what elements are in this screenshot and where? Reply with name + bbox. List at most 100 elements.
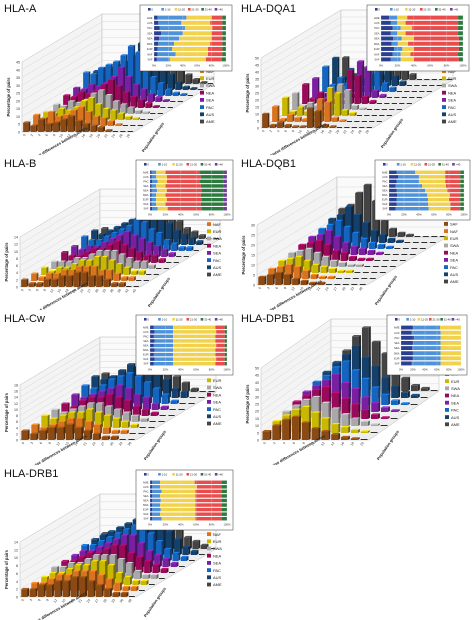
x-tick-label: 28 <box>126 133 132 138</box>
bar-top <box>114 396 124 398</box>
bar <box>166 223 172 245</box>
bar-top <box>302 398 311 401</box>
bar <box>350 438 358 440</box>
x-tick-label: 12 <box>66 133 72 138</box>
bar-top <box>122 528 131 530</box>
bar <box>43 112 49 120</box>
bar <box>131 415 138 422</box>
inset-segment <box>166 188 202 193</box>
bar <box>21 589 28 597</box>
inset-legend-swatch <box>450 8 453 11</box>
bar-top <box>81 543 90 546</box>
x-tick-label: 36 <box>109 288 115 293</box>
x-tick-label: 12 <box>56 441 62 446</box>
bar-side <box>93 579 96 597</box>
bar <box>314 111 320 128</box>
bar-top <box>68 100 76 102</box>
x-tick-label: 4 <box>276 129 280 133</box>
bar-top <box>78 91 86 93</box>
bar-top <box>106 536 114 538</box>
bar-top <box>115 84 123 87</box>
bar <box>152 106 158 108</box>
bar-top <box>118 369 127 371</box>
bar <box>41 577 48 585</box>
bar-top <box>78 259 86 261</box>
bar-side <box>130 75 133 102</box>
x-tick-label: 16 <box>340 441 346 446</box>
bar-top <box>397 231 406 233</box>
bar-side <box>383 243 386 249</box>
bar <box>57 427 64 440</box>
bar-top <box>155 96 163 98</box>
legend-label: PAC <box>206 105 214 110</box>
bar-top <box>353 213 362 215</box>
inset-row-label: NAF <box>147 52 153 56</box>
bar <box>121 277 127 281</box>
legend-label: SAF <box>450 222 458 227</box>
bar-top <box>295 255 304 257</box>
bar-side <box>176 399 179 404</box>
bar-top <box>115 384 125 386</box>
bar <box>85 409 93 428</box>
x-tick-label: 0 <box>261 129 265 133</box>
inset-legend-swatch <box>390 8 393 11</box>
bar-side <box>279 424 282 440</box>
bar-side <box>188 226 191 239</box>
inset-segment <box>381 31 391 36</box>
bar-top <box>316 233 325 235</box>
bar-zero <box>133 286 139 287</box>
bar-zero <box>402 248 409 249</box>
bar <box>62 581 69 597</box>
legend-label: SEA <box>206 98 214 103</box>
bar-side <box>201 240 204 245</box>
bar-side <box>115 109 118 120</box>
bar <box>123 267 129 275</box>
bar <box>359 108 365 110</box>
y-tick-label: 14 <box>14 396 18 400</box>
bar-top <box>180 93 188 95</box>
inset-segment <box>396 202 428 206</box>
inset-segment <box>401 340 413 345</box>
inset-legend-swatch <box>417 318 421 321</box>
legend-label: AUS <box>213 414 222 419</box>
bar-top <box>341 435 350 438</box>
bar-top <box>100 554 109 556</box>
bar-side <box>292 113 295 122</box>
inset-segment <box>223 170 227 175</box>
inset-segment <box>381 20 391 25</box>
legend-label: AUS <box>213 265 222 270</box>
legend-label: AME <box>213 421 222 426</box>
inset-row-label: NAF <box>143 357 149 361</box>
bar-top <box>142 396 151 398</box>
bar-top <box>181 232 189 235</box>
inset-x-tick-label: 0% <box>387 213 392 217</box>
y-axis-label: Percentage of pairs <box>4 549 9 589</box>
inset-segment <box>412 26 459 31</box>
bar-side <box>110 414 113 428</box>
inset-segment <box>195 498 222 503</box>
bar-side <box>195 87 198 90</box>
bar <box>75 418 83 434</box>
legend-label: AUS <box>448 112 457 117</box>
bar-side <box>72 423 75 440</box>
bar-side <box>321 239 324 261</box>
bar-top <box>101 372 110 374</box>
x-tick-label: 12 <box>49 288 55 293</box>
y-tick-label: 0 <box>18 131 20 135</box>
inset-legend-label: 11-20 <box>176 318 183 322</box>
bar-top <box>80 570 89 572</box>
bar-top <box>363 183 372 185</box>
bar-top <box>61 268 69 271</box>
bar-top <box>48 110 56 112</box>
bar-zero <box>390 418 398 419</box>
bar-side <box>311 247 314 267</box>
bar-side <box>307 83 310 104</box>
x-tick-label: 15 <box>61 598 67 603</box>
inset-segment <box>389 175 398 179</box>
bar-side <box>163 258 166 263</box>
bar-side <box>326 265 329 273</box>
bar <box>282 97 288 116</box>
bar-zero <box>122 125 128 126</box>
bar-top <box>292 91 300 94</box>
